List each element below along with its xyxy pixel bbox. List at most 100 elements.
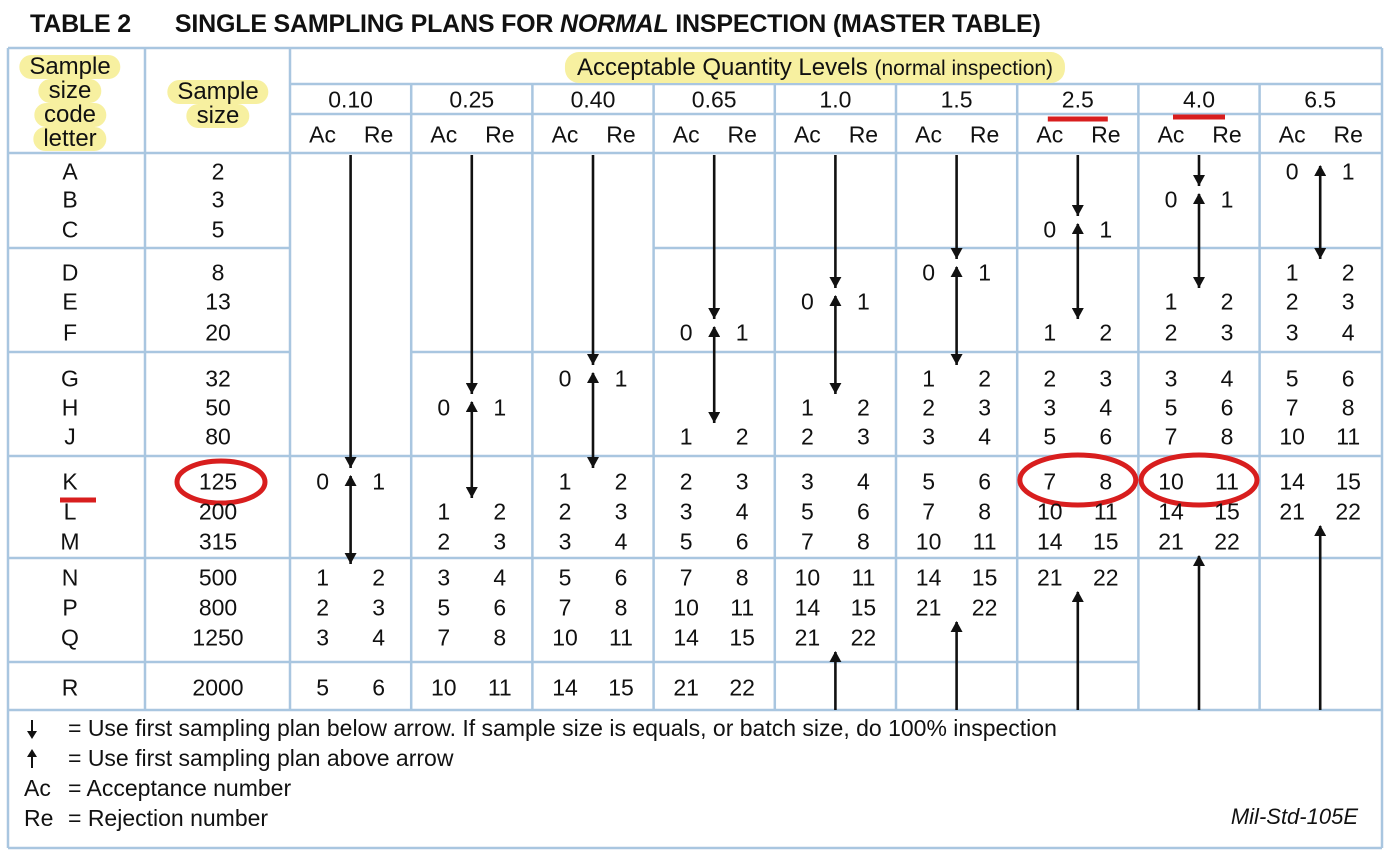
re-value: 1 [1220,186,1234,213]
code-letter-G: G [61,365,79,392]
re-value: 3 [1220,319,1234,346]
ac-value: 2 [1285,288,1299,315]
ac-value: 7 [437,624,451,651]
ac-value: 3 [922,423,935,450]
aql-level-0-65: 0.65 [691,86,737,113]
aql-header: Acceptable Quantity Levels (normal inspe… [564,52,1066,83]
ac-value: 2 [800,423,814,450]
arrow-down-icon [24,713,68,743]
code-letter-M: M [60,528,80,555]
sample-size-8: 8 [211,259,225,286]
re-header: Re [363,121,394,148]
ac-value: 2 [316,594,329,621]
legend-symbol-re: Re [24,805,54,831]
code-letter-R: R [61,674,79,701]
ac-value: 0 [679,319,693,346]
sample-size-500: 500 [198,564,238,591]
ac-value: 1 [800,394,814,421]
re-value: 2 [614,468,628,495]
ac-value: 7 [558,594,572,621]
re-value: 3 [1341,288,1355,315]
re-value: 15 [1335,468,1361,495]
legend: = Use first sampling plan below arrow. I… [24,713,1057,833]
re-value: 2 [735,423,749,450]
re-value: 11 [487,674,512,701]
re-value: 6 [614,564,628,591]
ac-header: Ac [793,121,821,148]
legend-symbol-ac: Ac [24,775,51,801]
ac-value: 10 [431,674,457,701]
re-value: 1 [493,394,507,421]
code-letter-Q: Q [61,624,79,651]
re-value: 4 [614,528,628,555]
re-value: 4 [735,498,749,525]
re-value: 4 [978,423,991,450]
re-value: 2 [1341,259,1355,286]
re-value: 3 [1099,365,1113,392]
re-value: 1 [1099,216,1113,243]
table-number: TABLE 2 [30,10,131,38]
aql-level-6-5: 6.5 [1304,86,1337,113]
ac-value: 5 [316,674,329,701]
ac-value: 1 [558,468,572,495]
code-letter-P: P [62,594,78,621]
re-header: Re [485,121,515,148]
re-value: 4 [856,468,870,495]
ac-value: 14 [673,624,699,651]
re-header: Re [1091,121,1121,148]
re-header: Re [848,121,879,148]
re-value: 4 [372,624,385,651]
re-value: 1 [1341,158,1355,185]
re-header: Re [1333,121,1363,148]
re-value: 15 [850,594,877,621]
ac-header: Ac [1157,121,1185,148]
code-letter-header-line: Sample [19,55,121,79]
re-value: 6 [735,528,749,555]
ac-value: 2 [1164,319,1178,346]
re-value: 6 [1341,365,1355,392]
ac-value: 10 [1037,498,1063,525]
ac-value: 1 [437,498,451,525]
sample-size-header: Sample size [167,80,269,128]
aql-header-sub: (normal inspection) [874,57,1054,80]
table-title: TABLE 2 SINGLE SAMPLING PLANS FOR NORMAL … [30,10,1041,39]
re-value: 1 [735,319,749,346]
aql-level-0-25: 0.25 [449,86,495,113]
re-value: 4 [1220,365,1234,392]
sample-size-5: 5 [211,216,225,243]
sample-size-315: 315 [198,528,238,555]
re-value: 6 [493,594,507,621]
re-value: 3 [493,528,507,555]
ac-value: 0 [922,259,935,286]
ac-value: 14 [794,594,821,621]
re-value: 8 [1099,468,1113,495]
re-value: 15 [608,674,634,701]
ac-value: 2 [1043,365,1057,392]
ac-header: Ac [915,121,943,148]
ac-value: 14 [915,564,942,591]
re-value: 4 [493,564,507,591]
legend-row-above: = Use first sampling plan above arrow [24,743,1057,773]
legend-row-re: Re = Rejection number [24,803,1057,833]
aql-header-label: Acceptable Quantity Levels [576,54,868,81]
re-value: 6 [978,468,991,495]
sample-size-80: 80 [205,423,231,450]
ac-value: 7 [1043,468,1057,495]
code-letter-header-line: letter [33,127,107,151]
ac-value: 10 [1279,423,1305,450]
re-value: 8 [1341,394,1355,421]
re-header: Re [606,121,636,148]
re-value: 11 [609,624,633,651]
title-text-emphasis: NORMAL [560,10,669,38]
ac-value: 21 [1279,498,1305,525]
ac-header: Ac [430,121,458,148]
ac-value: 21 [794,624,821,651]
ac-value: 1 [1164,288,1178,315]
aql-level-0-10: 0.10 [328,86,373,113]
ac-value: 14 [1158,498,1184,525]
aql-level-1-5: 1.5 [940,86,973,113]
re-value: 4 [1099,394,1113,421]
aql-level-4-0: 4.0 [1183,86,1215,113]
ac-value: 1 [316,564,329,591]
